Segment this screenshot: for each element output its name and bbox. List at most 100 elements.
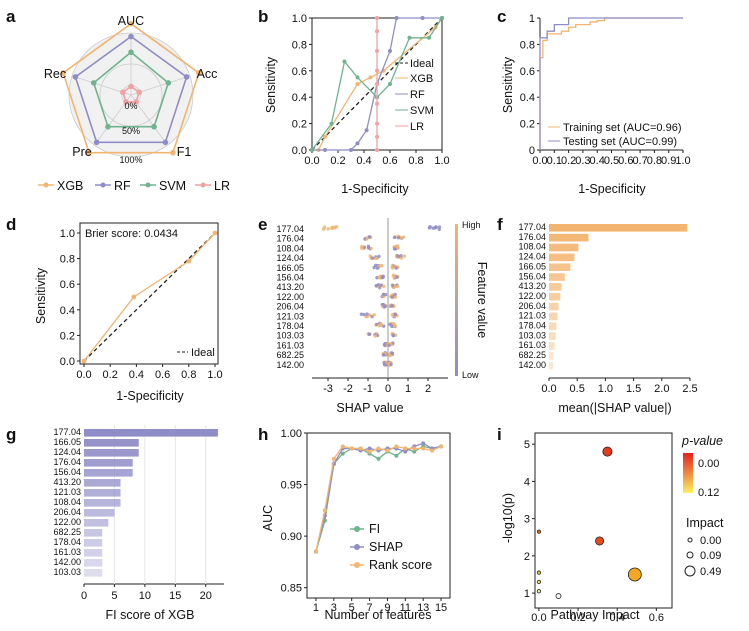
pathway-bubble (536, 570, 542, 575)
radar-point-lr (123, 99, 129, 105)
auc-point (412, 449, 417, 454)
mean-shap-bar (549, 253, 575, 262)
fi-label: 177.04 (53, 427, 81, 437)
calib-xtick-label: 0.8 (181, 369, 196, 381)
shap-point (322, 227, 326, 231)
shap-beeswarm-plot: -3 -2 -1 0 1 2177.04176.04108.04124.04166.051… (276, 218, 448, 395)
mean-shap-label: 108.04 (518, 242, 546, 252)
fi-bar (84, 429, 218, 437)
radar-ring-50: 50% (122, 126, 140, 136)
shap-point (374, 284, 378, 288)
shap-point (367, 332, 371, 336)
mean-shap-label: 166.05 (518, 261, 546, 271)
roc-comparison-legend: Ideal XGB RF SVM LR (395, 58, 434, 133)
radar-point-svm (90, 80, 97, 86)
roc-b-point-svm (440, 16, 444, 20)
roc-comparison-xlabel: 1-Specificity (341, 182, 409, 196)
pathway-xtick-label: 0.0 (531, 612, 546, 624)
impact-legend-0 (687, 537, 693, 543)
colorbar-high: High (462, 220, 481, 230)
calib-ytick-label: 0.6 (60, 279, 75, 291)
shap-point (372, 265, 376, 270)
shap-point (382, 343, 387, 347)
roc-b-point-svm (388, 82, 392, 86)
roc-b-xtick-label: 0.8 (408, 155, 423, 167)
train-test-roc-chart: 0.0 0.1 0.2 0.3 0.4 0.5 0.6 0.7 0.8 0.9 1.000.20.4… (501, 13, 691, 196)
fi-bar (84, 569, 103, 577)
shap-xtick-label: 1 (405, 383, 411, 395)
auc-ytick-label: 1.00 (281, 428, 302, 440)
mean-shap-label: 122.00 (518, 291, 546, 301)
radar-axis-rec: Rec (44, 67, 66, 81)
auc-xtick-label: 7 (367, 602, 373, 614)
calib-frame (79, 222, 219, 365)
radar-point-xgb (170, 149, 176, 156)
shap-feature-label: 413.20 (276, 282, 304, 292)
calib-point (186, 258, 192, 264)
pathway-ytick-label: 4 (524, 476, 530, 488)
shap-point (427, 226, 432, 230)
auc-point (340, 444, 345, 449)
roc-b-point-svm (407, 35, 412, 40)
shap-point (401, 235, 406, 239)
roc-c-xtick-label: 0.5 (604, 155, 619, 167)
legend-xgb: XGB (57, 179, 83, 193)
auc-point (421, 446, 426, 451)
mean-shap-label: 103.03 (518, 330, 546, 340)
mean-shap-label: 156.04 (518, 271, 546, 281)
radar-point-svm (165, 80, 172, 86)
shap-point (326, 227, 330, 231)
shap-point (393, 295, 398, 299)
shap-point (396, 254, 401, 259)
auc-ytick-label: 0.95 (281, 480, 302, 492)
shap-point (370, 256, 374, 260)
shap-point (381, 353, 386, 357)
brier-score: Brier score: 0.0434 (85, 228, 178, 240)
shap-point (365, 237, 369, 241)
pathway-bubble (595, 536, 605, 546)
impact-legend-2-label: 0.49 (700, 566, 721, 578)
calib-line (83, 232, 216, 362)
mean-shap-label: 178.04 (518, 321, 546, 331)
auc-point (340, 451, 345, 456)
calib-ytick-label: 0.8 (60, 254, 75, 266)
shap-point (395, 284, 400, 289)
roc-b-point-rf (349, 148, 353, 152)
pathway-ylabel: -log10(p) (501, 493, 515, 543)
shap-point (382, 361, 386, 365)
fi-bar (84, 499, 121, 507)
mean-shap-bar (549, 332, 556, 340)
pathway-bubble (536, 579, 542, 585)
auc-vs-features-chart: 1 3 5 7 9 11 13 150.850.900.951.00 Number of fe… (261, 428, 451, 622)
fi-bar (84, 489, 121, 497)
fi-label: 103.03 (53, 567, 81, 577)
fi-label: 121.03 (53, 487, 81, 497)
fi-xtick-label: 15 (169, 590, 181, 602)
roc-b-point-rf (388, 49, 392, 53)
shap-point (331, 225, 335, 229)
auc-point (313, 549, 318, 554)
fi-bar (84, 509, 115, 517)
roc-b-line-xgb (312, 17, 443, 151)
shap-point (375, 275, 379, 280)
shap-point (380, 276, 384, 280)
mean-shap-bar (549, 283, 562, 291)
fi-bar (84, 529, 103, 537)
auc-point (349, 446, 354, 451)
pathway-xtick-label: 0.4 (610, 612, 625, 624)
calib-ytick-label: 0.4 (60, 305, 75, 317)
roc-b-point-lr (375, 101, 379, 106)
fi-label: 178.04 (53, 537, 81, 547)
panel-label-c: c (497, 7, 506, 26)
shap-feature-label: 176.04 (276, 234, 304, 244)
shap-feature-label: 166.05 (276, 263, 304, 273)
roc-b-point-lr (375, 16, 379, 20)
fi-xtick-label: 20 (200, 590, 212, 602)
auc-features-frame (306, 432, 451, 599)
shap-point (387, 343, 391, 347)
mean-shap-label: 413.20 (518, 281, 546, 291)
legend-rf-b: RF (410, 89, 425, 101)
shap-feature-label: 142.00 (276, 360, 304, 370)
pathway-bubble (555, 593, 562, 599)
mean-shap-bar (549, 292, 561, 301)
